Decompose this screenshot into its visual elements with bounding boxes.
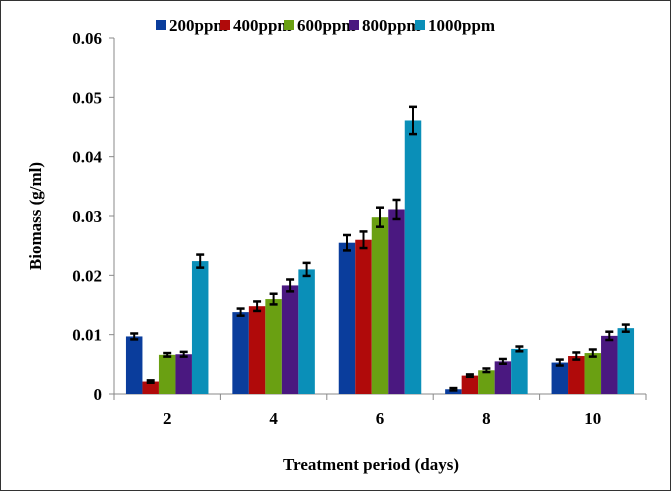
bar-400ppm-day-8 xyxy=(461,375,479,394)
bar-600ppm-day-10 xyxy=(584,353,602,394)
bar-1000ppm-day-4 xyxy=(298,269,315,394)
y-tick-label: 0.02 xyxy=(72,266,102,285)
bar-200ppm-day-4 xyxy=(232,312,249,394)
bar-200ppm-day-10 xyxy=(551,362,569,394)
bar-400ppm-day-4 xyxy=(248,306,266,394)
y-axis-label: Biomass (g/ml) xyxy=(26,162,45,270)
y-tick-label: 0.03 xyxy=(72,207,102,226)
legend-swatch xyxy=(349,20,359,30)
bar-800ppm-day-2 xyxy=(175,354,192,394)
legend-swatch xyxy=(220,20,230,30)
bar-1000ppm-day-8 xyxy=(511,348,528,394)
legend-label: 200ppm xyxy=(169,16,228,35)
y-tick-label: 0.05 xyxy=(72,88,102,107)
y-tick-label: 0 xyxy=(94,385,103,404)
bar-600ppm-day-6 xyxy=(371,217,389,394)
bar-800ppm-day-10 xyxy=(601,335,618,394)
bar-400ppm-day-6 xyxy=(355,239,372,394)
bar-600ppm-day-4 xyxy=(265,299,282,394)
bar-200ppm-day-6 xyxy=(338,242,356,394)
x-tick-label: 8 xyxy=(482,409,491,428)
bar-1000ppm-day-10 xyxy=(617,328,635,394)
x-tick-label: 2 xyxy=(163,409,172,428)
bar-1000ppm-day-2 xyxy=(191,261,209,394)
legend-label: 600ppm xyxy=(297,16,356,35)
bar-600ppm-day-2 xyxy=(158,354,176,394)
legend-swatch xyxy=(415,20,425,30)
legend-swatch xyxy=(156,20,166,30)
bar-800ppm-day-6 xyxy=(388,209,405,394)
y-tick-label: 0.06 xyxy=(72,29,102,48)
bar-800ppm-day-8 xyxy=(494,361,512,394)
y-tick-label: 0.01 xyxy=(72,326,102,345)
legend-swatch xyxy=(284,20,294,30)
x-tick-label: 10 xyxy=(584,409,601,428)
legend-label: 800ppm xyxy=(362,16,421,35)
bar-800ppm-day-4 xyxy=(281,285,299,394)
x-tick-label: 6 xyxy=(376,409,385,428)
bar-600ppm-day-8 xyxy=(478,370,495,394)
bar-200ppm-day-2 xyxy=(125,336,143,394)
bar-1000ppm-day-6 xyxy=(404,120,422,395)
x-axis-label: Treatment period (days) xyxy=(283,455,459,474)
bar-400ppm-day-10 xyxy=(568,356,585,394)
y-tick-label: 0.04 xyxy=(72,148,102,167)
legend-label: 400ppm xyxy=(233,16,292,35)
legend-label: 1000ppm xyxy=(428,16,495,35)
bar-400ppm-day-2 xyxy=(142,381,159,394)
x-tick-label: 4 xyxy=(269,409,278,428)
